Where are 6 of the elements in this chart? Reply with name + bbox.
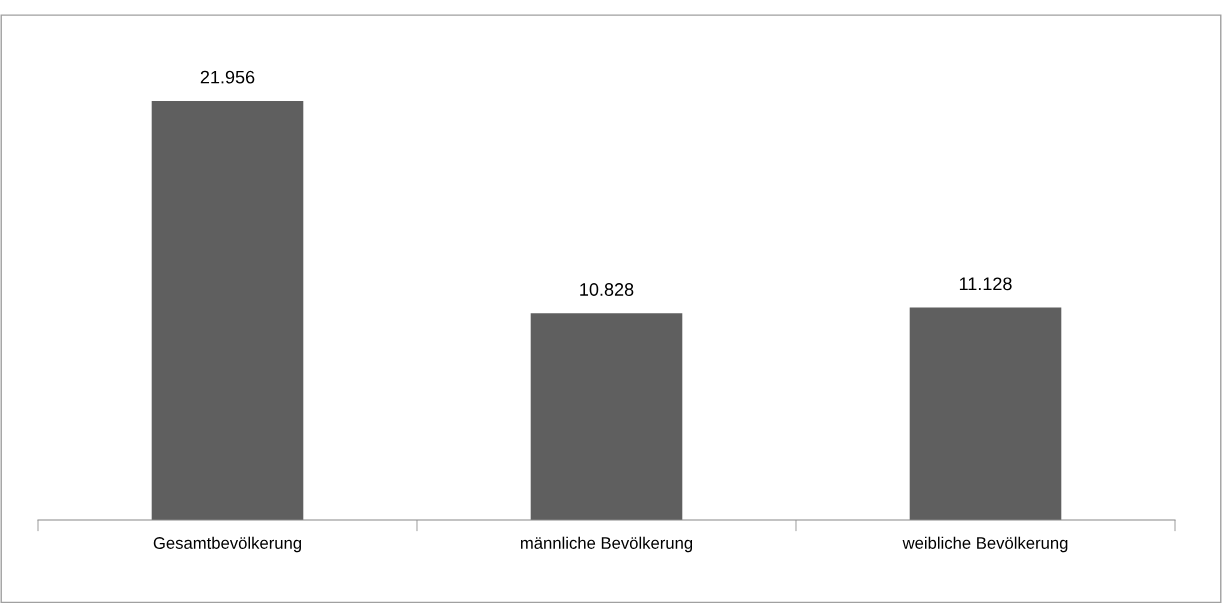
x-tick-label: Gesamtbevölkerung (153, 536, 302, 553)
x-tick-label: weibliche Bevölkerung (902, 536, 1068, 553)
data-label: 10.828 (580, 283, 634, 296)
data-label: 11.128 (959, 277, 1012, 291)
data-label: 21.956 (200, 70, 255, 84)
x-tick-label: männliche Bevölkerung (520, 536, 693, 553)
